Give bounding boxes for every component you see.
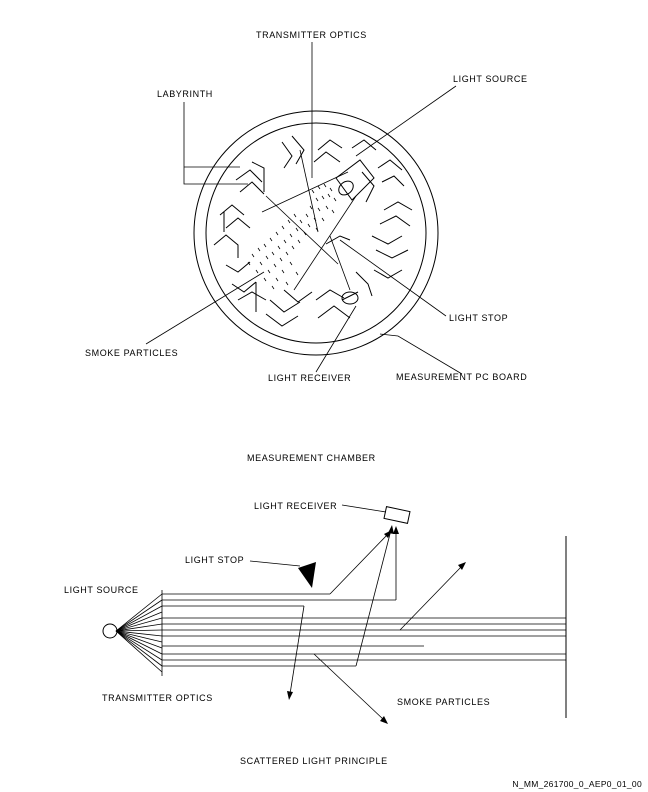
chamber-light-receiver <box>341 291 359 305</box>
label-smoke-particles: SMOKE PARTICLES <box>85 348 178 358</box>
chamber-light-stop <box>325 235 351 245</box>
principle-scattered-rays <box>287 525 466 724</box>
label-transmitter-optics: TRANSMITTER OPTICS <box>256 30 367 40</box>
label-principle-transmitter-optics: TRANSMITTER OPTICS <box>102 693 213 703</box>
measurement-chamber-drawing: TRANSMITTER OPTICS LIGHT SOURCE LABYRINT… <box>85 30 528 463</box>
label-labyrinth: LABYRINTH <box>157 89 213 99</box>
principle-light-receiver <box>383 506 411 524</box>
labyrinth-walls <box>213 135 413 327</box>
chamber-caption: MEASUREMENT CHAMBER <box>247 453 376 463</box>
principle-light-source <box>102 623 118 639</box>
label-light-receiver: LIGHT RECEIVER <box>268 373 351 383</box>
chamber-outer-rim <box>193 110 439 356</box>
principle-light-beams <box>162 593 566 667</box>
label-light-stop: LIGHT STOP <box>449 313 508 323</box>
chamber-leader-lines <box>145 42 463 375</box>
principle-light-fan <box>115 590 163 676</box>
principle-light-stop <box>298 562 316 588</box>
reference-id: N_MM_261700_0_AEP0_01_00 <box>512 779 642 789</box>
chamber-inner-rim <box>205 122 427 344</box>
scattered-light-diagram: LIGHT RECEIVER LIGHT STOP LIGHT SOURCE T… <box>64 501 567 766</box>
chamber-light-source <box>335 159 375 201</box>
label-principle-light-stop: LIGHT STOP <box>185 555 244 565</box>
label-principle-light-receiver: LIGHT RECEIVER <box>254 501 337 511</box>
light-beam-boundaries <box>261 149 357 291</box>
label-principle-light-source: LIGHT SOURCE <box>64 585 139 595</box>
label-light-source: LIGHT SOURCE <box>453 74 528 84</box>
chamber-smoke-particles <box>247 183 337 290</box>
label-measurement-pc-board: MEASUREMENT PC BOARD <box>396 372 527 382</box>
principle-caption: SCATTERED LIGHT PRINCIPLE <box>240 756 388 766</box>
principle-leader-lines <box>249 504 387 567</box>
label-principle-smoke-particles: SMOKE PARTICLES <box>397 697 490 707</box>
